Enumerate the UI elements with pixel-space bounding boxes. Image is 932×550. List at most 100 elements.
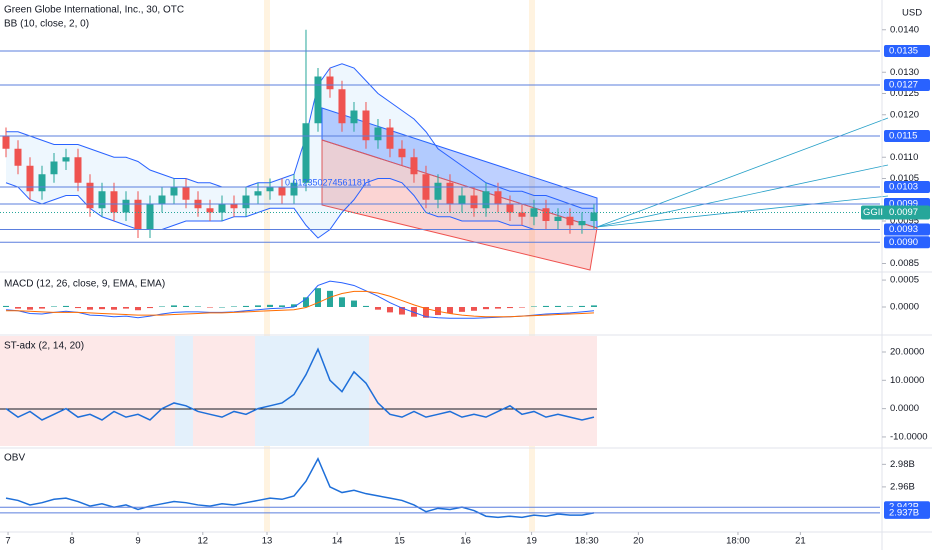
session-highlight — [529, 0, 535, 532]
adx-zone-blue — [175, 336, 193, 446]
candle-body — [74, 157, 82, 183]
y-tick-label: 20.0000 — [890, 347, 924, 358]
drawing-annotation: 0.0123502745611811 — [285, 177, 371, 187]
y-tick-label: 0.0005 — [890, 275, 919, 286]
y-tick-label: 0.0130 — [890, 67, 919, 78]
price-tag — [884, 45, 930, 57]
macd-histogram-bar — [506, 307, 513, 309]
macd-histogram-bar — [386, 307, 393, 313]
macd-histogram-bar — [326, 290, 333, 307]
macd-histogram-bar — [374, 307, 381, 310]
y-tick-label: 0.0085 — [890, 258, 919, 269]
fan-line — [596, 164, 889, 228]
candle-body — [338, 89, 346, 124]
y-tick-label: 0.0000 — [890, 302, 919, 313]
macd-histogram-bar — [398, 307, 405, 315]
x-tick-label: 7 — [5, 536, 10, 547]
macd-histogram-bar — [518, 307, 525, 308]
fan-line — [596, 195, 889, 228]
price-tag — [884, 79, 930, 91]
adx-zone-red — [369, 336, 597, 446]
price-tag-label: 0.0115 — [889, 131, 917, 142]
last-price-label: 0.0097 — [889, 207, 918, 218]
bb-lower — [5, 178, 594, 239]
macd-histogram-bar — [74, 307, 81, 309]
candle-body — [230, 204, 238, 209]
x-tick-label: 21 — [795, 536, 806, 547]
macd-histogram-bar — [266, 304, 273, 307]
x-tick-label: 9 — [135, 536, 140, 547]
candle-body — [578, 221, 586, 226]
macd-histogram-bar — [482, 307, 489, 310]
candle-body — [266, 187, 274, 192]
candle-body — [386, 127, 394, 149]
candle-body — [146, 204, 154, 230]
candle-body — [110, 191, 118, 213]
price-tag — [884, 236, 930, 249]
macd-histogram-bar — [494, 307, 501, 309]
macd-histogram-bar — [134, 307, 141, 311]
macd-histogram-bar — [350, 300, 357, 307]
macd-histogram-bar — [218, 307, 225, 308]
candle-body — [434, 182, 442, 200]
candle-body — [446, 182, 454, 204]
macd-histogram-bar — [410, 307, 417, 317]
candle-body — [350, 110, 358, 124]
macd-line — [5, 290, 594, 318]
macd-histogram-bar — [158, 306, 165, 307]
candle-body — [254, 191, 262, 196]
candle-body — [170, 187, 178, 196]
macd-histogram-bar — [50, 306, 57, 307]
y-tick-label: 0.0000 — [890, 403, 919, 414]
candle-body — [206, 208, 214, 213]
candle-body — [38, 174, 46, 192]
candle-body — [182, 187, 190, 200]
candle-body — [134, 199, 142, 230]
x-tick-label: 19 — [526, 536, 537, 547]
macd-histogram-bar — [26, 307, 33, 310]
price-tag — [884, 506, 930, 519]
symbol-tag — [861, 205, 885, 220]
price-tag-label: 0.0135 — [889, 46, 918, 57]
y-tick-label: 0.0120 — [890, 109, 919, 120]
y-tick-label: 0.0110 — [890, 152, 918, 163]
candle-body — [590, 212, 598, 221]
candle-body — [278, 187, 286, 196]
price-tag-label: 0.0127 — [889, 80, 918, 91]
regression-lower — [321, 139, 598, 271]
macd-histogram-bar — [338, 297, 345, 307]
x-tick-label: 12 — [198, 536, 209, 547]
candle-body — [242, 195, 250, 209]
x-tick-label: 14 — [332, 536, 343, 547]
candle-body — [50, 161, 58, 175]
candle-body — [26, 165, 34, 192]
indicator-line — [5, 347, 595, 421]
x-tick-label: 18:00 — [726, 536, 750, 547]
indicator-title: OBV — [4, 453, 25, 464]
macd-histogram-bar — [206, 307, 213, 308]
indicator-line — [5, 456, 595, 519]
macd-histogram-bar — [110, 307, 117, 310]
y-tick-label: 10.0000 — [890, 375, 924, 386]
candle-body — [302, 123, 310, 183]
candle-body — [482, 191, 490, 209]
macd-histogram-bar — [578, 305, 585, 307]
macd-histogram-bar — [590, 305, 597, 307]
y-tick-label: -10.0000 — [890, 431, 928, 442]
macd-histogram-bar — [446, 307, 453, 314]
candle-body — [362, 110, 370, 141]
candle-body — [122, 199, 130, 213]
candle-body — [314, 76, 322, 124]
y-tick-label: 0.0125 — [890, 88, 919, 99]
indicator-title: MACD (12, 26, close, 9, EMA, EMA) — [4, 279, 165, 290]
adx-zone-red — [0, 336, 255, 446]
macd-histogram-bar — [146, 307, 153, 309]
candle-body — [14, 148, 22, 166]
macd-histogram-bar — [86, 307, 93, 310]
indicator-title: ST-adx (2, 14, 20) — [4, 341, 84, 352]
x-tick-label: 16 — [460, 536, 471, 547]
adx-zone-blue — [255, 336, 369, 446]
macd-histogram-bar — [242, 305, 249, 307]
macd-histogram-bar — [62, 305, 69, 307]
